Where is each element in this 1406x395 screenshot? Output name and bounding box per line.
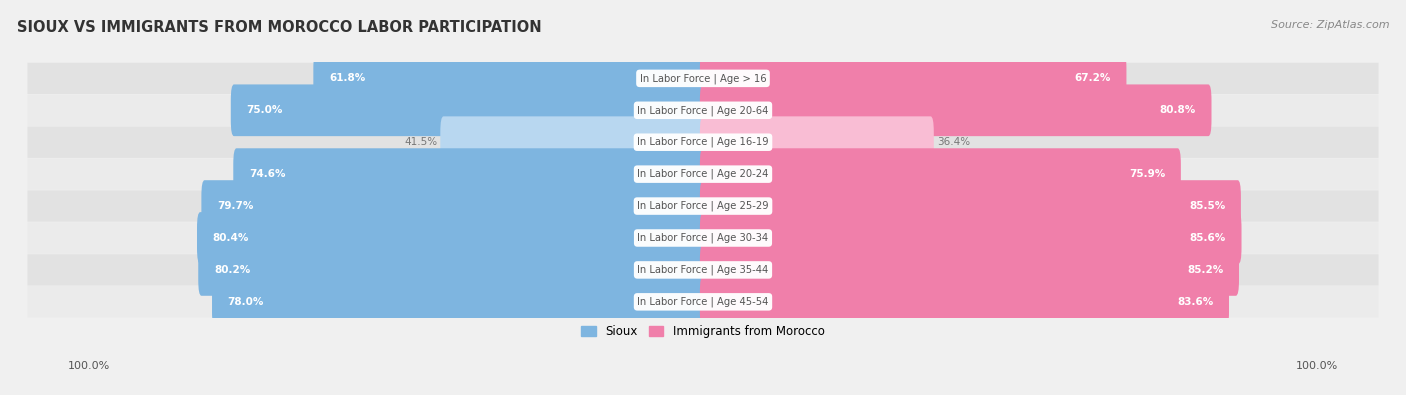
Text: 79.7%: 79.7%: [217, 201, 253, 211]
FancyBboxPatch shape: [700, 85, 1212, 136]
Text: 36.4%: 36.4%: [936, 137, 970, 147]
FancyBboxPatch shape: [212, 276, 706, 328]
Text: 85.5%: 85.5%: [1189, 201, 1225, 211]
Text: In Labor Force | Age 25-29: In Labor Force | Age 25-29: [637, 201, 769, 211]
FancyBboxPatch shape: [28, 95, 1378, 126]
Text: In Labor Force | Age 20-64: In Labor Force | Age 20-64: [637, 105, 769, 116]
Text: 83.6%: 83.6%: [1177, 297, 1213, 307]
Text: SIOUX VS IMMIGRANTS FROM MOROCCO LABOR PARTICIPATION: SIOUX VS IMMIGRANTS FROM MOROCCO LABOR P…: [17, 20, 541, 35]
FancyBboxPatch shape: [314, 53, 706, 104]
FancyBboxPatch shape: [700, 212, 1241, 264]
Text: In Labor Force | Age 30-34: In Labor Force | Age 30-34: [637, 233, 769, 243]
FancyBboxPatch shape: [700, 117, 934, 168]
FancyBboxPatch shape: [201, 180, 706, 232]
FancyBboxPatch shape: [28, 190, 1378, 222]
Text: 41.5%: 41.5%: [404, 137, 437, 147]
Text: In Labor Force | Age 35-44: In Labor Force | Age 35-44: [637, 265, 769, 275]
Text: Source: ZipAtlas.com: Source: ZipAtlas.com: [1271, 20, 1389, 30]
FancyBboxPatch shape: [28, 63, 1378, 94]
FancyBboxPatch shape: [700, 180, 1241, 232]
FancyBboxPatch shape: [28, 158, 1378, 190]
FancyBboxPatch shape: [700, 276, 1229, 328]
Text: 67.2%: 67.2%: [1074, 73, 1111, 83]
FancyBboxPatch shape: [28, 126, 1378, 158]
Text: 80.2%: 80.2%: [214, 265, 250, 275]
FancyBboxPatch shape: [198, 244, 706, 296]
Text: 75.9%: 75.9%: [1129, 169, 1166, 179]
Text: 61.8%: 61.8%: [329, 73, 366, 83]
Text: 80.8%: 80.8%: [1160, 105, 1197, 115]
Text: 75.0%: 75.0%: [246, 105, 283, 115]
FancyBboxPatch shape: [231, 85, 706, 136]
Legend: Sioux, Immigrants from Morocco: Sioux, Immigrants from Morocco: [576, 320, 830, 342]
FancyBboxPatch shape: [700, 244, 1239, 296]
FancyBboxPatch shape: [28, 222, 1378, 254]
Text: 100.0%: 100.0%: [67, 361, 110, 371]
Text: 80.4%: 80.4%: [212, 233, 249, 243]
Text: 85.6%: 85.6%: [1189, 233, 1226, 243]
Text: 85.2%: 85.2%: [1187, 265, 1223, 275]
Text: 100.0%: 100.0%: [1296, 361, 1339, 371]
Text: In Labor Force | Age > 16: In Labor Force | Age > 16: [640, 73, 766, 84]
FancyBboxPatch shape: [28, 286, 1378, 318]
FancyBboxPatch shape: [197, 212, 706, 264]
Text: 78.0%: 78.0%: [228, 297, 264, 307]
Text: 74.6%: 74.6%: [249, 169, 285, 179]
FancyBboxPatch shape: [700, 148, 1181, 200]
FancyBboxPatch shape: [700, 53, 1126, 104]
Text: In Labor Force | Age 45-54: In Labor Force | Age 45-54: [637, 297, 769, 307]
Text: In Labor Force | Age 16-19: In Labor Force | Age 16-19: [637, 137, 769, 147]
Text: In Labor Force | Age 20-24: In Labor Force | Age 20-24: [637, 169, 769, 179]
FancyBboxPatch shape: [233, 148, 706, 200]
FancyBboxPatch shape: [440, 117, 706, 168]
FancyBboxPatch shape: [28, 254, 1378, 286]
